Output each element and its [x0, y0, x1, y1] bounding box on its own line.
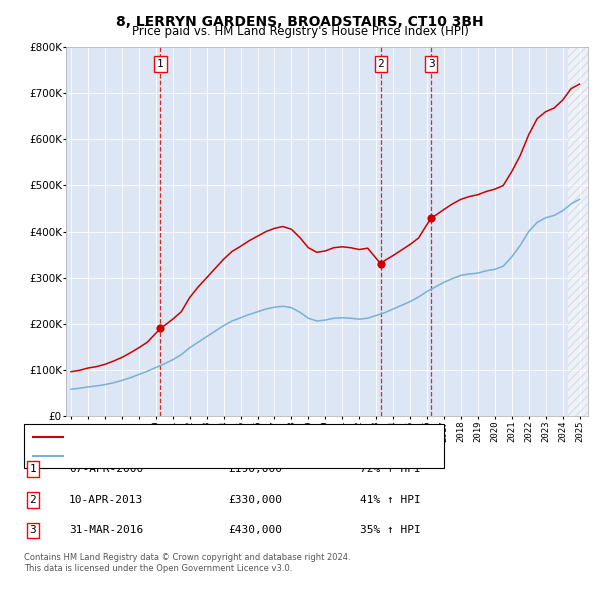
Text: £330,000: £330,000: [228, 495, 282, 504]
Text: HPI: Average price, detached house, Thanet: HPI: Average price, detached house, Than…: [69, 451, 298, 461]
Text: 72% ↑ HPI: 72% ↑ HPI: [360, 464, 421, 474]
Text: 2: 2: [29, 495, 37, 504]
Point: [427, 213, 436, 222]
Text: 10-APR-2013: 10-APR-2013: [69, 495, 143, 504]
Text: 3: 3: [29, 526, 37, 535]
Polygon shape: [568, 24, 588, 416]
Text: £190,000: £190,000: [228, 464, 282, 474]
Text: 41% ↑ HPI: 41% ↑ HPI: [360, 495, 421, 504]
Point: [155, 324, 165, 333]
Point: [376, 259, 386, 268]
Text: 2: 2: [377, 59, 384, 69]
Text: £430,000: £430,000: [228, 526, 282, 535]
Text: 07-APR-2000: 07-APR-2000: [69, 464, 143, 474]
Text: 31-MAR-2016: 31-MAR-2016: [69, 526, 143, 535]
Text: 1: 1: [29, 464, 37, 474]
Text: 1: 1: [157, 59, 164, 69]
Text: 8, LERRYN GARDENS, BROADSTAIRS, CT10 3BH: 8, LERRYN GARDENS, BROADSTAIRS, CT10 3BH: [116, 15, 484, 29]
Text: 35% ↑ HPI: 35% ↑ HPI: [360, 526, 421, 535]
Text: 8, LERRYN GARDENS, BROADSTAIRS, CT10 3BH (detached house): 8, LERRYN GARDENS, BROADSTAIRS, CT10 3BH…: [69, 432, 410, 441]
Text: Price paid vs. HM Land Registry's House Price Index (HPI): Price paid vs. HM Land Registry's House …: [131, 25, 469, 38]
Text: 3: 3: [428, 59, 434, 69]
Text: Contains HM Land Registry data © Crown copyright and database right 2024.: Contains HM Land Registry data © Crown c…: [24, 553, 350, 562]
Text: This data is licensed under the Open Government Licence v3.0.: This data is licensed under the Open Gov…: [24, 565, 292, 573]
